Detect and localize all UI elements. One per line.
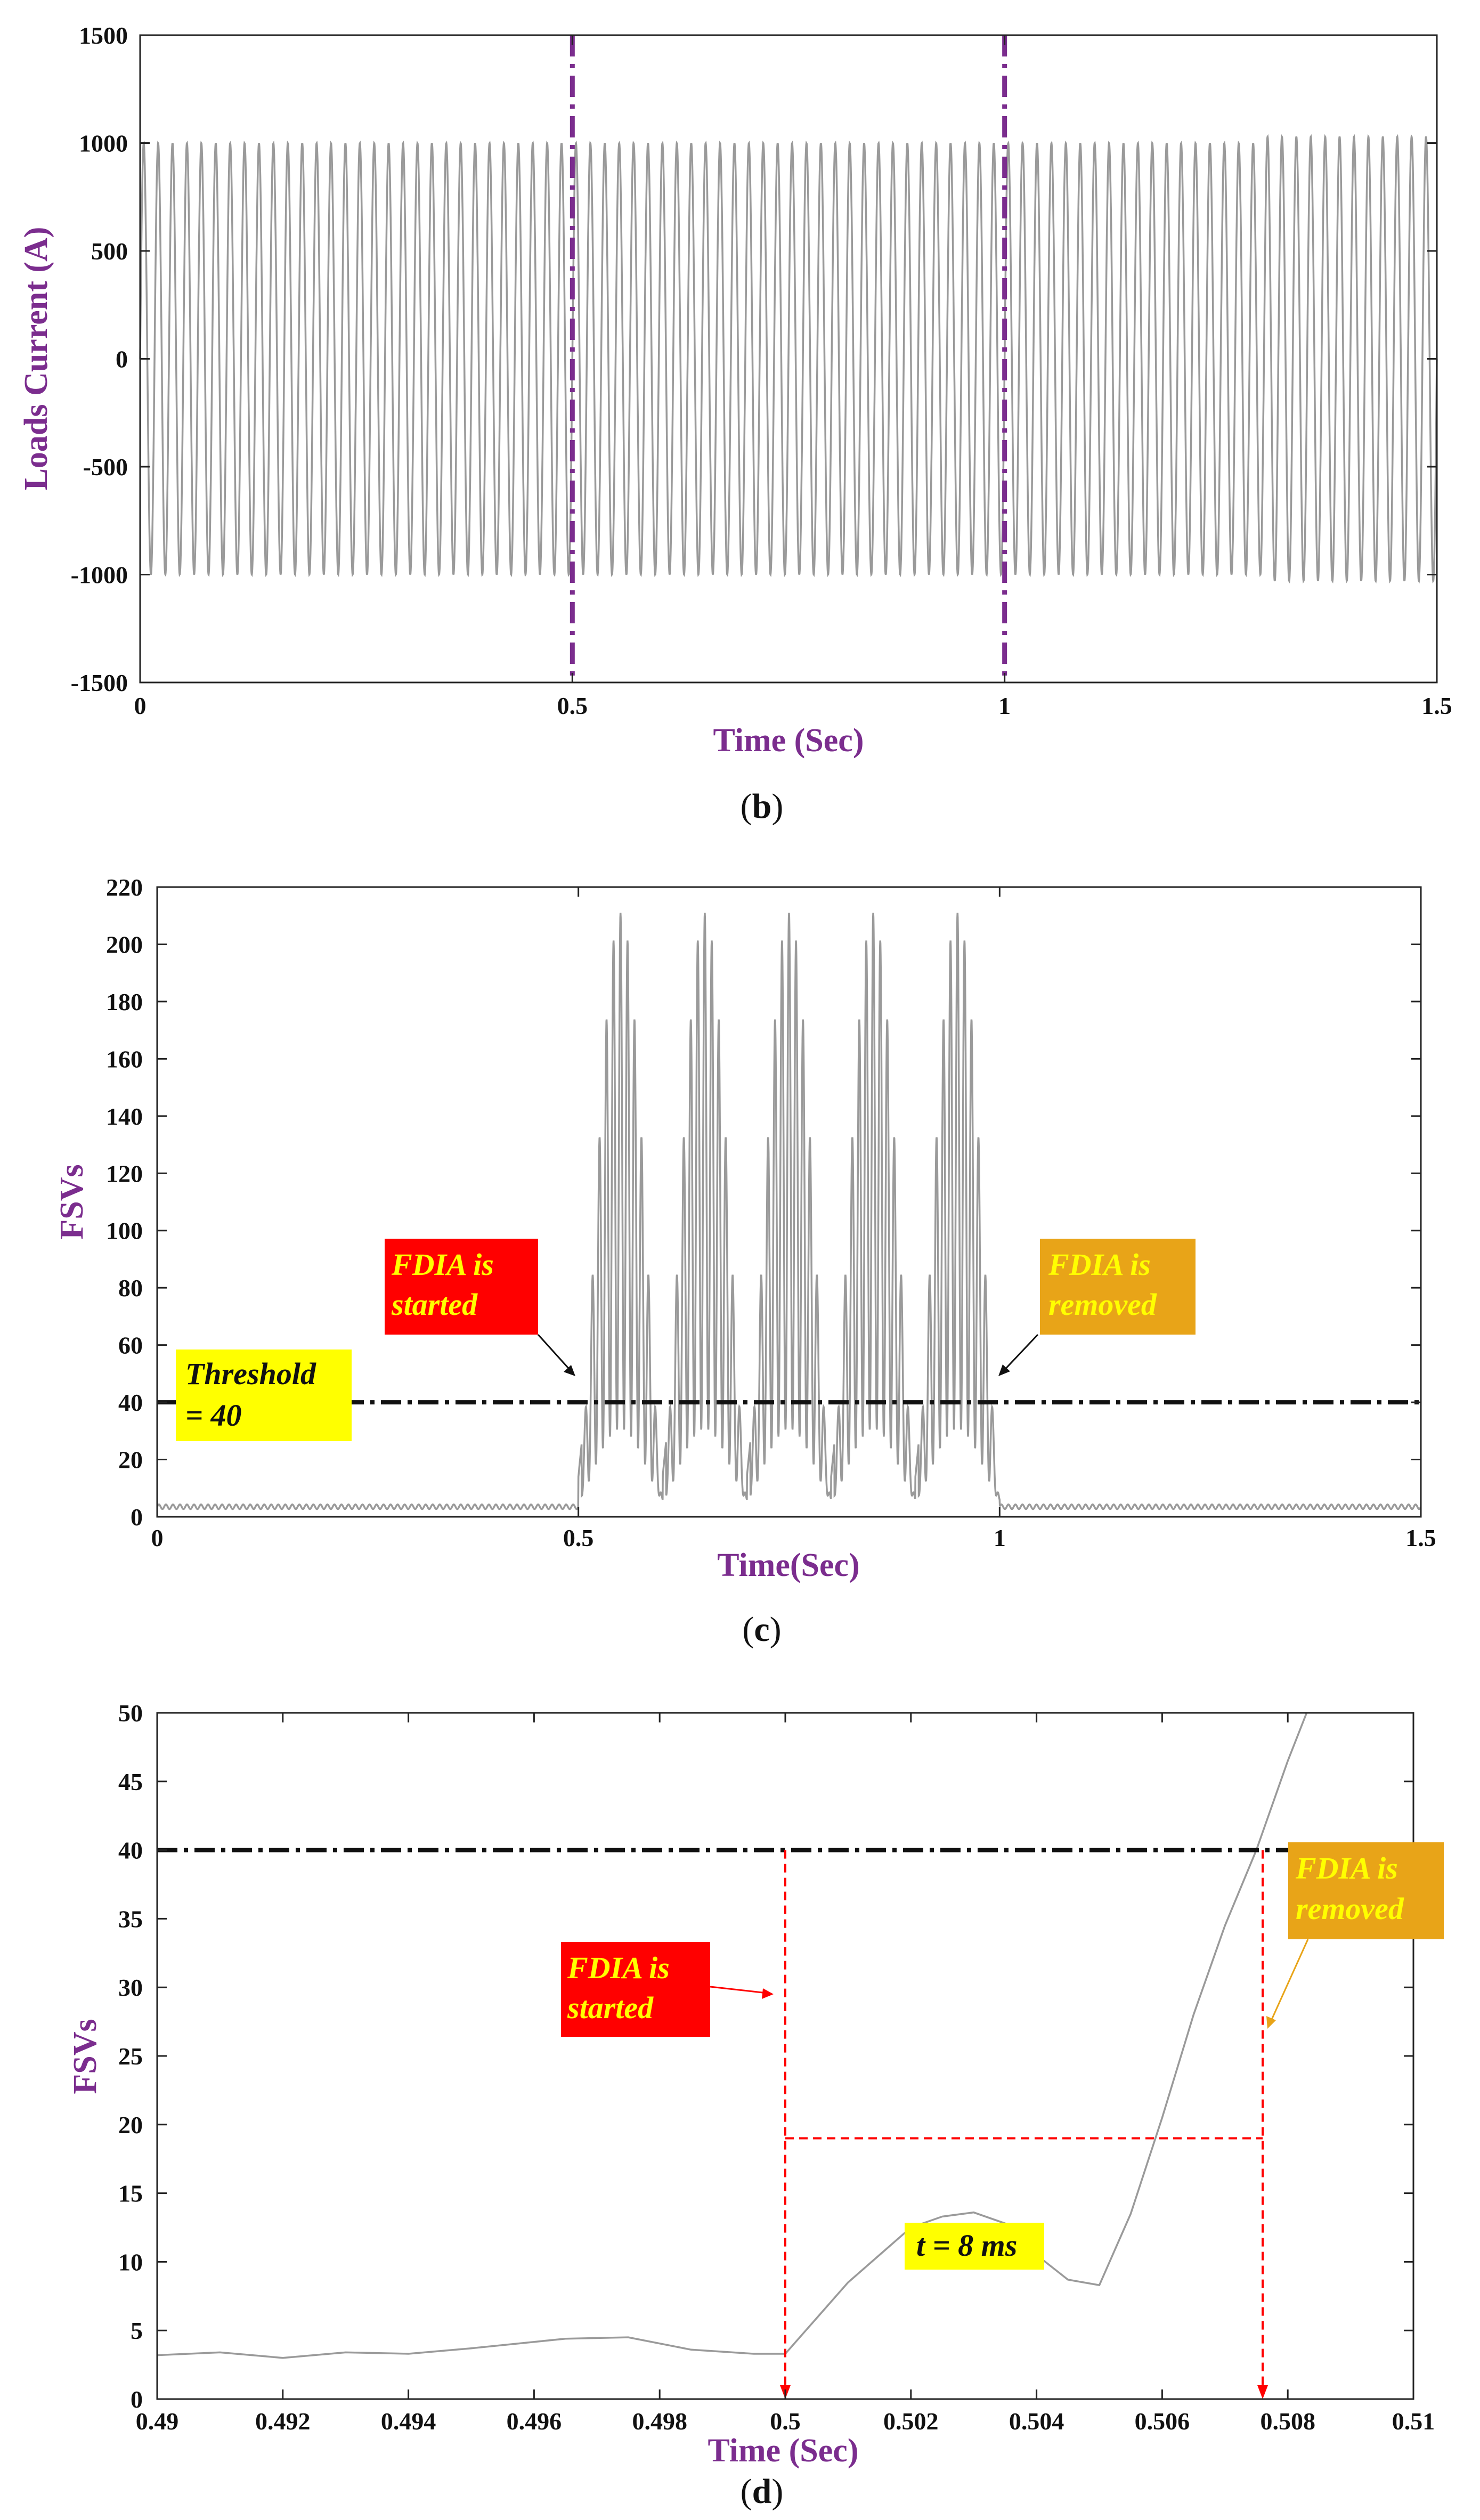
x-tick-label: 1.5 — [1405, 1524, 1436, 1551]
y-tick-label: 30 — [118, 1974, 143, 2001]
y-tick-label: -500 — [83, 453, 128, 481]
x-tick-label: 1 — [998, 692, 1011, 719]
panel-letter: d — [752, 2472, 772, 2511]
y-tick-label: 15 — [118, 2180, 143, 2207]
fdia-removed-line2: removed — [1048, 1287, 1157, 1322]
y-tick-label: 10 — [118, 2248, 143, 2275]
x-tick-label: 0.5 — [563, 1524, 594, 1551]
x-tick-label: 0.492 — [255, 2408, 311, 2435]
y-tick-label: 180 — [106, 988, 143, 1015]
x-tick-label: 0.49 — [136, 2408, 179, 2435]
x-tick-label: 0.51 — [1392, 2408, 1435, 2435]
loads-current-chart: 0 0.5 1 1.5 -1500 -1000 -500 0 500 1000 1500 Time… — [18, 22, 1452, 826]
y-tick-label: -1500 — [71, 669, 128, 696]
y-tick-label: 5 — [131, 2317, 143, 2344]
x-tick-label: 0.508 — [1260, 2408, 1315, 2435]
fsvs-line — [156, 913, 1422, 1510]
fdia-started-arrowhead — [564, 1365, 575, 1376]
x-axis-label: Time(Sec) — [717, 1547, 859, 1583]
fdia-removed-line2: removed — [1296, 1891, 1404, 1926]
x-axis-label: Time (Sec) — [713, 722, 864, 759]
y-tick-label: 35 — [118, 1905, 143, 1932]
y-tick-label: 40 — [118, 1837, 143, 1864]
y-tick-label: 25 — [118, 2043, 143, 2070]
fdia-started-line2: started — [567, 1990, 654, 2025]
y-tick-label: 160 — [106, 1045, 143, 1072]
x-tick-label: 1.5 — [1421, 692, 1452, 719]
y-tick-label: -1000 — [71, 562, 128, 589]
y-tick-label: 1000 — [79, 130, 128, 157]
fdia-started-line2: started — [391, 1287, 478, 1322]
fdia-removed-annotation: FDIA is removed — [1040, 1239, 1196, 1335]
panel-letter: c — [754, 1610, 769, 1649]
x-tick-label: 0.506 — [1135, 2408, 1190, 2435]
delay-annotation: t = 8 ms — [905, 2223, 1044, 2270]
fdia-removed-arrowhead — [1266, 2016, 1276, 2029]
fdia-started-line1: FDIA is — [567, 1950, 670, 1985]
threshold-annotation-line1: Threshold — [185, 1356, 316, 1391]
x-axis-label: Time (Sec) — [708, 2433, 859, 2469]
fsvs-zoom-chart: 0.49 0.492 0.494 0.496 0.498 0.5 0.502 0.504 0.5… — [67, 1700, 1444, 2511]
fsvs-full-chart: 0 0.5 1 1.5 020406080100120140160180200220 … — [54, 874, 1436, 1649]
x-tick-label: 0.502 — [883, 2408, 939, 2435]
x-tick-label: 0.496 — [507, 2408, 562, 2435]
threshold-annotation-line2: = 40 — [185, 1398, 242, 1433]
fdia-started-arrow — [710, 1986, 768, 1994]
y-tick-label: 80 — [118, 1274, 143, 1302]
y-tick-label: 45 — [118, 1768, 143, 1795]
fdia-removed-line1: FDIA is — [1048, 1247, 1151, 1282]
panel-caption: (c) — [742, 1610, 781, 1649]
panel-caption: (d) — [741, 2472, 784, 2511]
y-tick-label: 100 — [106, 1217, 143, 1245]
y-tick-label: 20 — [118, 2111, 143, 2139]
y-axis-label: Loads Current (A) — [18, 227, 54, 491]
fdia-started-annotation: FDIA is started — [561, 1942, 710, 2037]
fdia-started-arrow — [537, 1334, 574, 1374]
loads-current-line — [139, 134, 1438, 584]
fdia-started-annotation: FDIA is started — [385, 1239, 538, 1335]
y-tick-label: 0 — [131, 2386, 143, 2413]
plot-frame — [156, 886, 1422, 1518]
y-tick-label: 60 — [118, 1332, 143, 1359]
x-tick-label: 0.5 — [770, 2408, 801, 2435]
x-tick-label: 0.494 — [381, 2408, 436, 2435]
y-tick-label: 120 — [106, 1160, 143, 1187]
fdia-removed-arrowhead — [998, 1364, 1010, 1376]
y-tick-label: 40 — [118, 1389, 143, 1416]
fsvs-line — [157, 1712, 1308, 2359]
fdia-removed-arrow — [1001, 1334, 1039, 1374]
fdia-removed-arrow — [1270, 1939, 1309, 2022]
y-tick-label: 140 — [106, 1103, 143, 1130]
y-tick-label: 500 — [91, 238, 128, 265]
y-tick-label: 50 — [118, 1700, 143, 1727]
fdia-removed-line1: FDIA is — [1295, 1851, 1398, 1885]
x-tick-label: 0.498 — [632, 2408, 687, 2435]
y-axis-label: FSVs — [67, 2019, 103, 2094]
x-tick-label: 0 — [151, 1524, 164, 1551]
x-tick-label: 1 — [994, 1524, 1006, 1551]
y-tick-label: 20 — [118, 1446, 143, 1474]
y-axis-label: FSVs — [54, 1164, 90, 1239]
x-tick-label: 0 — [134, 692, 147, 719]
panel-letter: b — [752, 787, 772, 826]
y-tick-label: 0 — [116, 346, 128, 373]
y-tick-label: 200 — [106, 931, 143, 958]
threshold-annotation: Threshold = 40 — [176, 1350, 352, 1441]
fdia-started-arrowhead — [762, 1988, 774, 1999]
fdia-removed-annotation: FDIA is removed — [1288, 1842, 1444, 1939]
y-tick-label: 0 — [131, 1503, 143, 1531]
attack-detected-drop-arrowhead — [1257, 2385, 1268, 2399]
y-tick-label: 220 — [106, 874, 143, 901]
x-tick-label: 0.5 — [557, 692, 588, 719]
x-tick-label: 0.504 — [1009, 2408, 1064, 2435]
y-tick-label: 1500 — [79, 22, 128, 49]
fdia-started-line1: FDIA is — [391, 1247, 494, 1282]
panel-caption: (b) — [741, 787, 784, 826]
delay-label: t = 8 ms — [916, 2228, 1017, 2263]
